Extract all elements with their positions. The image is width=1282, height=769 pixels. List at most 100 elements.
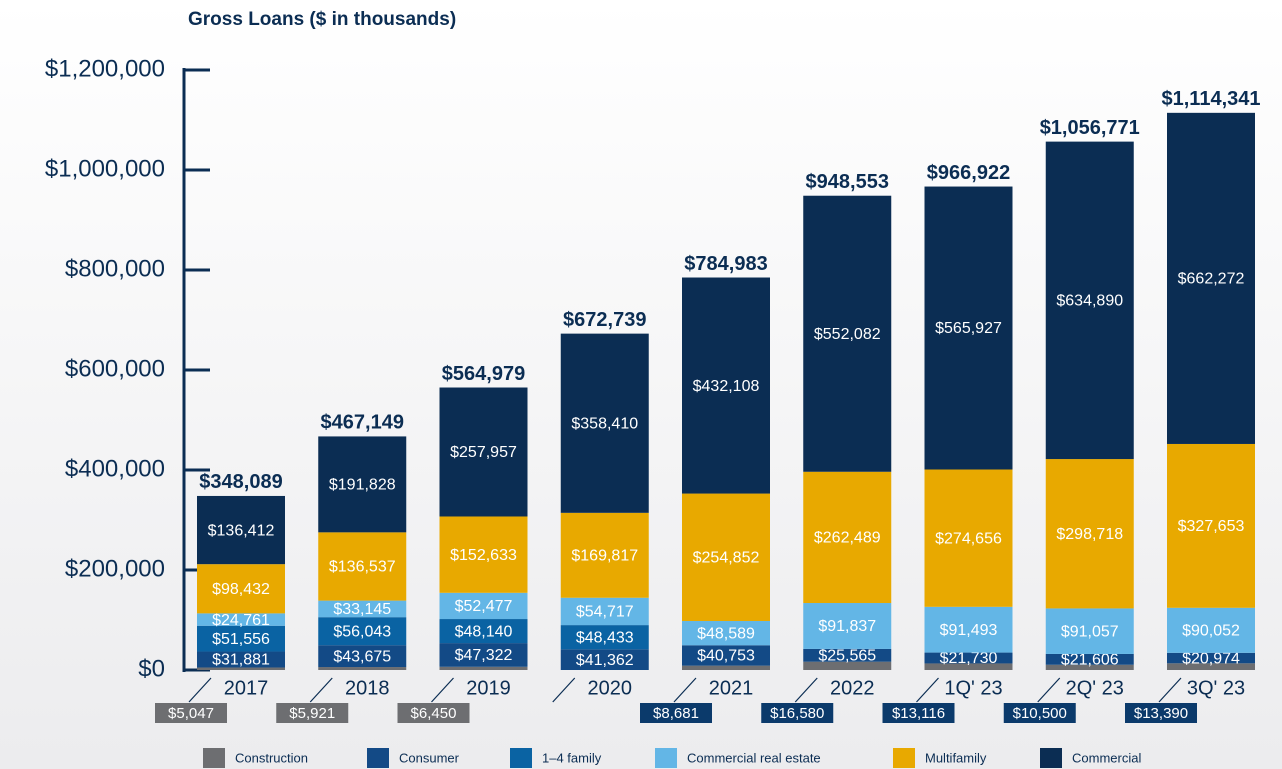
value-label: $298,718: [1056, 526, 1123, 543]
value-label: $274,656: [935, 530, 1002, 547]
legend-label: Commercial real estate: [687, 750, 821, 765]
bar-segment: [439, 619, 528, 644]
value-label: $13,390: [1134, 705, 1188, 722]
value-label: $191,828: [329, 477, 396, 494]
value-label: $358,410: [571, 415, 638, 432]
value-label: $48,433: [576, 629, 634, 646]
bar-segment: [924, 469, 1013, 607]
bar-segment: [1167, 112, 1255, 444]
legend-swatch: [203, 748, 225, 768]
total-label: $564,979: [442, 363, 525, 385]
category-divider: [188, 677, 212, 703]
x-tick-label: 2021: [709, 677, 754, 699]
bar-segment: [560, 512, 649, 598]
y-tick-label: $0: [138, 655, 165, 682]
bar-segment: [1045, 653, 1134, 665]
total-label: $966,922: [927, 162, 1010, 184]
total-label: $1,056,771: [1040, 117, 1140, 139]
construction-tag: [276, 703, 349, 723]
value-label: $43,675: [333, 648, 391, 665]
value-label: $52,477: [455, 598, 513, 615]
value-label: $13,116: [892, 705, 945, 722]
bar-segment: [560, 597, 649, 626]
value-label: $21,606: [1061, 652, 1119, 669]
y-tick-label: $1,000,000: [45, 155, 165, 182]
value-label: $98,432: [212, 581, 270, 598]
bar-segment: [1167, 652, 1255, 664]
x-tick-label: 2Q' 23: [1066, 677, 1124, 699]
bar-segment: [197, 667, 285, 670]
category-divider: [552, 677, 576, 703]
bar-segment: [439, 643, 528, 667]
bar-segment: [803, 648, 892, 662]
bar-segment: [439, 516, 528, 593]
legend-label: Multifamily: [925, 750, 987, 765]
bar-segment: [1167, 443, 1255, 608]
legend-label: Construction: [235, 750, 308, 765]
value-label: $565,927: [935, 320, 1002, 337]
value-label: $8,681: [653, 705, 699, 722]
bar-segment: [1045, 141, 1134, 460]
bar-segment: [803, 471, 892, 604]
bar-segment: [803, 195, 892, 472]
bar-segment: [1167, 607, 1255, 653]
bar-segment: [318, 532, 407, 601]
x-tick-label: 2018: [345, 677, 390, 699]
value-label: $552,082: [814, 326, 881, 343]
total-label: $784,983: [684, 253, 767, 275]
category-divider: [794, 677, 818, 703]
category-divider: [1037, 677, 1061, 703]
x-tick-label: 2022: [830, 677, 875, 699]
value-label: $662,272: [1178, 271, 1245, 288]
category-divider: [916, 677, 939, 703]
bar-segment: [1167, 663, 1255, 670]
value-label: $432,108: [693, 378, 760, 395]
value-label: $634,890: [1056, 293, 1123, 310]
legend-swatch: [893, 748, 915, 768]
value-label: $24,761: [212, 612, 270, 629]
y-tick-label: $200,000: [65, 555, 165, 582]
bar-segment: [803, 603, 892, 649]
value-label: $48,589: [697, 625, 755, 642]
value-label: $10,500: [1013, 705, 1067, 722]
category-divider: [673, 677, 697, 703]
construction-tag: [640, 703, 712, 723]
legend-label: Commercial: [1072, 750, 1141, 765]
bar-segment: [439, 387, 528, 517]
construction-tag: [397, 703, 470, 723]
value-label: $5,047: [168, 705, 214, 722]
bar-segment: [318, 617, 407, 646]
legend-swatch: [367, 748, 389, 768]
construction-tag: [882, 703, 955, 723]
bar-segment: [197, 564, 285, 614]
category-divider: [1158, 677, 1182, 703]
legend-label: Consumer: [399, 750, 460, 765]
bar-segment: [682, 277, 770, 494]
chart-title: Gross Loans ($ in thousands): [188, 9, 456, 30]
legend-swatch: [1040, 748, 1062, 768]
value-label: $91,493: [940, 622, 998, 639]
x-tick-label: 2017: [224, 677, 269, 699]
bar-segment: [560, 625, 649, 650]
value-label: $257,957: [450, 444, 517, 461]
legend-swatch: [655, 748, 677, 768]
y-tick-label: $600,000: [65, 355, 165, 382]
value-label: $33,145: [333, 601, 391, 618]
value-label: $91,057: [1061, 623, 1119, 640]
value-label: $152,633: [450, 547, 517, 564]
value-label: $90,052: [1182, 623, 1240, 640]
value-label: $51,556: [212, 631, 270, 648]
bar-segment: [318, 667, 407, 670]
x-tick-label: 3Q' 23: [1187, 677, 1245, 699]
bar-segment: [924, 186, 1013, 470]
bar-segment: [1045, 459, 1134, 609]
value-label: $41,362: [576, 652, 634, 669]
x-tick-label: 2019: [466, 677, 511, 699]
bar-segment: [1045, 664, 1134, 670]
value-label: $31,881: [212, 652, 270, 669]
value-label: $16,580: [770, 705, 824, 722]
bar-segment: [803, 661, 892, 670]
bar-segment: [682, 620, 770, 646]
bar-segment: [924, 652, 1013, 664]
bar-segment: [924, 663, 1013, 670]
